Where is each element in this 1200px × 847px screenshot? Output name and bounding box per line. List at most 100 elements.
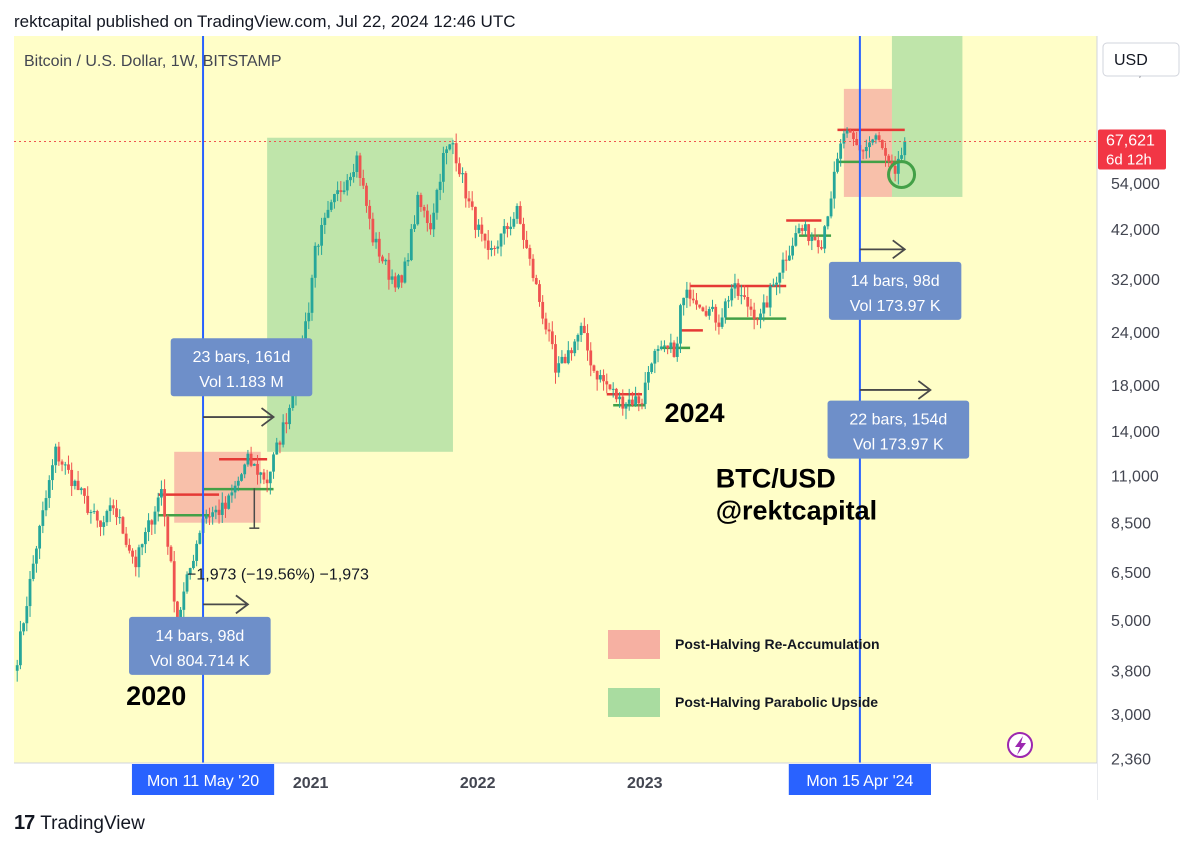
candle-69: [236, 476, 240, 492]
candle-body: [499, 233, 503, 247]
candle-195: [640, 398, 644, 410]
candle-body: [176, 601, 179, 623]
candle-body: [57, 446, 61, 462]
candle-206: [675, 336, 679, 362]
candle-149: [493, 245, 497, 256]
currency-button[interactable]: USD: [1114, 52, 1148, 69]
candle-14: [60, 459, 64, 472]
candle-body: [355, 155, 359, 173]
candle-body: [67, 464, 70, 470]
candle-43: [153, 506, 157, 534]
candle-body: [323, 217, 327, 225]
y-tick-label: 18,000: [1111, 378, 1160, 395]
candle-body: [554, 344, 557, 373]
candle-126: [419, 192, 423, 212]
support-circle: [887, 159, 917, 189]
candle-body: [416, 194, 420, 225]
candle-body: [733, 283, 737, 289]
candle-body: [614, 388, 618, 400]
candle-body: [550, 331, 554, 345]
zone-layer: [174, 36, 963, 523]
candle-body: [89, 512, 93, 514]
candle-body: [797, 228, 801, 234]
candle-body: [771, 284, 775, 287]
candle-260: [848, 128, 852, 133]
candle-body: [717, 322, 721, 327]
candle-body: [313, 245, 317, 278]
candle-body: [608, 384, 612, 390]
candle-body: [871, 139, 875, 143]
candle-body: [573, 341, 577, 354]
candle-body: [150, 520, 154, 525]
candle-8: [41, 501, 45, 534]
candle-99: [333, 193, 336, 209]
candle-body: [240, 474, 243, 481]
candle-67: [230, 484, 234, 503]
candle-body: [701, 307, 705, 312]
candle-235: [768, 283, 772, 317]
time-axis[interactable]: 22021202220232: [139, 775, 817, 792]
candle-9: [44, 490, 48, 517]
publication-header: rektcapital published on TradingView.com…: [14, 12, 516, 31]
candle-178: [586, 324, 589, 361]
candle-body: [166, 516, 170, 547]
price-tag-box: [1098, 129, 1166, 170]
candle-body: [406, 260, 410, 262]
candle-191: [627, 388, 631, 411]
candle-body: [121, 517, 125, 534]
candle-20: [79, 486, 83, 495]
candle-body: [227, 495, 231, 509]
candle-body: [224, 502, 227, 509]
candle-body: [281, 422, 285, 445]
candle-body: [611, 388, 615, 390]
candle-body: [441, 152, 445, 182]
candle-36: [131, 548, 134, 564]
candle-body: [384, 259, 388, 262]
candle-65: [224, 496, 227, 518]
candle-body: [845, 130, 849, 134]
candle-165: [544, 312, 548, 335]
candle-220: [720, 308, 724, 329]
y-tick-label: 32,000: [1111, 272, 1160, 289]
candle-body: [429, 223, 432, 230]
candle-body: [147, 520, 150, 533]
candle-214: [701, 306, 705, 312]
candle-body: [204, 516, 208, 519]
candle-body: [25, 606, 29, 624]
candle-body: [695, 300, 698, 305]
annotation-1: 2024: [664, 398, 724, 428]
candle-47: [166, 514, 170, 555]
candle-body: [127, 544, 131, 551]
candle-body: [749, 306, 753, 310]
candle-body: [19, 631, 22, 666]
candle-147: [486, 230, 490, 260]
currency-button-box[interactable]: [1102, 42, 1180, 77]
candle-45: [159, 480, 163, 506]
candle-106: [355, 151, 359, 178]
y-tick-label: 14,000: [1111, 424, 1160, 441]
candle-171: [563, 353, 567, 364]
candle-35: [127, 538, 131, 554]
candle-269: [877, 131, 881, 143]
candle-body: [682, 297, 686, 306]
candle-body: [179, 609, 183, 623]
tradingview-logo-icon: 17: [14, 812, 35, 834]
candle-184: [605, 373, 609, 394]
candle-body: [477, 224, 481, 230]
candle-162: [534, 274, 538, 285]
candle-body: [647, 372, 650, 383]
candle-253: [826, 215, 830, 230]
candle-body: [182, 591, 186, 610]
candle-42: [150, 519, 154, 536]
range-arrow-0: [203, 407, 276, 427]
candle-body: [755, 319, 759, 321]
candle-121: [403, 257, 407, 284]
candle-83: [281, 414, 285, 448]
candle-193: [634, 386, 638, 407]
candle-body: [659, 346, 663, 350]
candle-110: [368, 199, 372, 230]
lightning-bolt-icon[interactable]: [1007, 732, 1033, 758]
candle-body: [172, 561, 176, 602]
candle-276: [900, 147, 903, 161]
